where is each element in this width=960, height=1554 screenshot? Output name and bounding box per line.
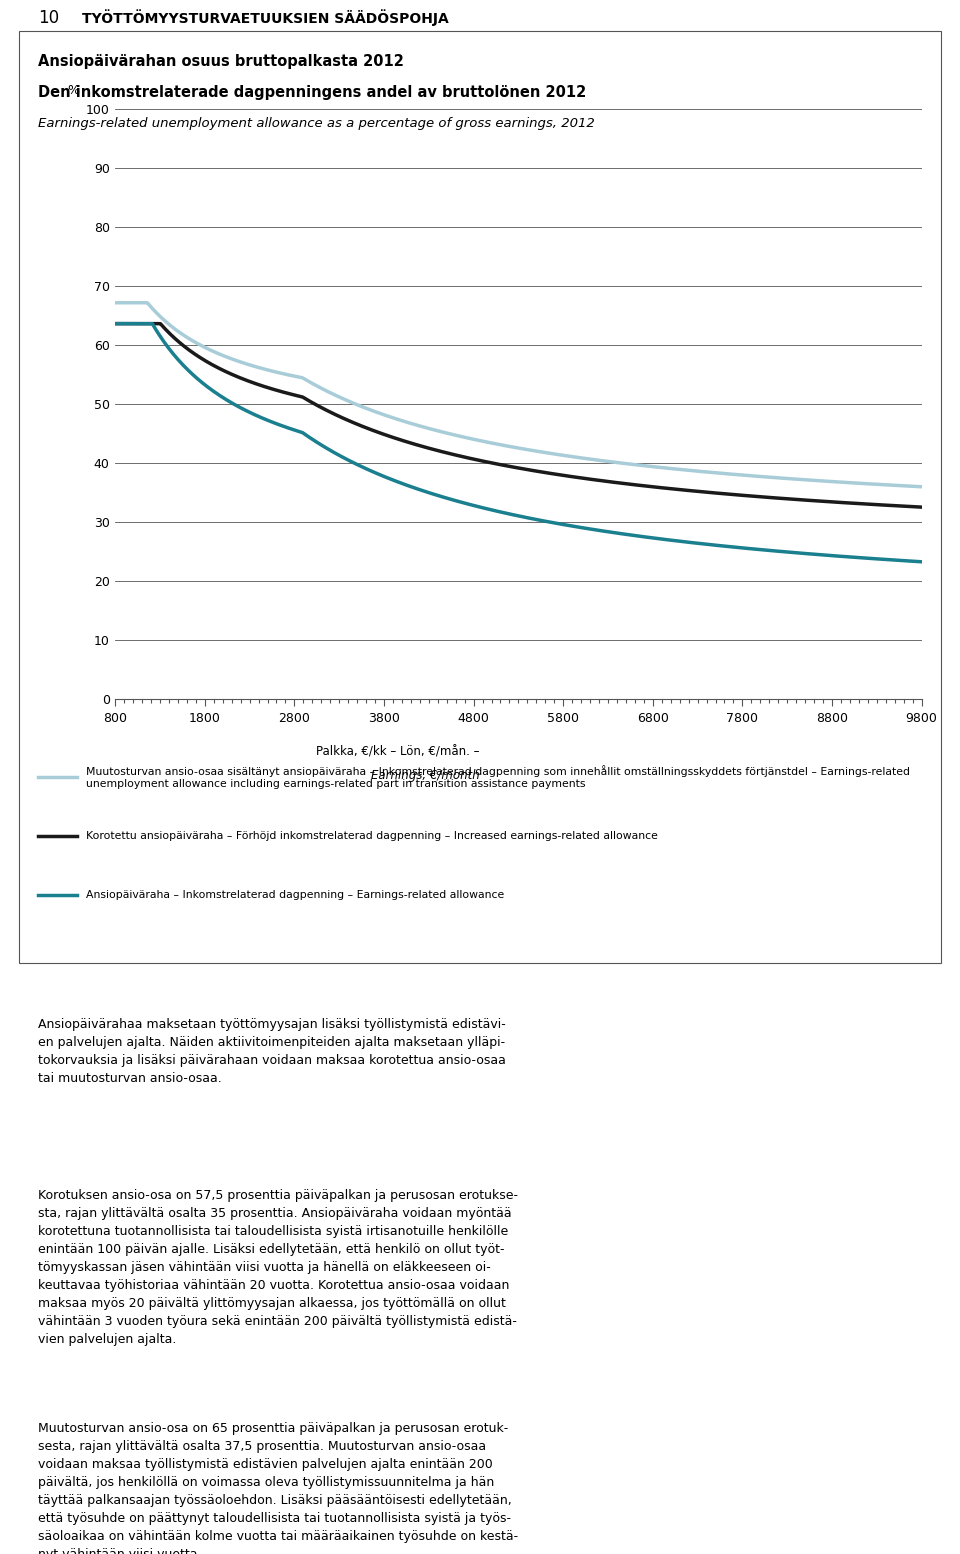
Text: Ansiopäivärahan osuus bruttopalkasta 2012: Ansiopäivärahan osuus bruttopalkasta 201… xyxy=(38,54,404,70)
Text: %: % xyxy=(67,84,79,96)
Text: 10: 10 xyxy=(38,9,60,28)
Text: Ansiopäiväraha – Inkomstrelaterad dagpenning – Earnings-related allowance: Ansiopäiväraha – Inkomstrelaterad dagpen… xyxy=(86,890,505,900)
Text: Korotettu ansiopäiväraha – Förhöjd inkomstrelaterad dagpenning – Increased earni: Korotettu ansiopäiväraha – Förhöjd inkom… xyxy=(86,831,659,841)
Text: Korotuksen ansio-osa on 57,5 prosenttia päiväpalkan ja perusosan erotukse-
sta, : Korotuksen ansio-osa on 57,5 prosenttia … xyxy=(38,1189,518,1346)
Text: Den inkomstrelaterade dagpenningens andel av bruttolönen 2012: Den inkomstrelaterade dagpenningens ande… xyxy=(38,85,587,101)
Text: Muutosturvan ansio-osaa sisältänyt ansiopäiväraha – Inkomstrelaterad dagpenning : Muutosturvan ansio-osaa sisältänyt ansio… xyxy=(86,765,910,789)
Text: Muutosturvan ansio-osa on 65 prosenttia päiväpalkan ja perusosan erotuk-
sesta, : Muutosturvan ansio-osa on 65 prosenttia … xyxy=(38,1422,518,1554)
Text: Palkka, €/kk – Lön, €/mån. –: Palkka, €/kk – Lön, €/mån. – xyxy=(317,746,480,758)
Text: Earnings-related unemployment allowance as a percentage of gross earnings, 2012: Earnings-related unemployment allowance … xyxy=(38,117,595,129)
Text: TYÖTTÖMYYSTURVAETUUKSIEN SÄÄDÖSPOHJA: TYÖTTÖMYYSTURVAETUUKSIEN SÄÄDÖSPOHJA xyxy=(82,9,448,26)
Text: Earnings, €/month: Earnings, €/month xyxy=(372,769,480,782)
Text: Ansiopäivärahaa maksetaan työttömyysajan lisäksi työllistymistä edistävi-
en pal: Ansiopäivärahaa maksetaan työttömyysajan… xyxy=(38,1018,506,1085)
